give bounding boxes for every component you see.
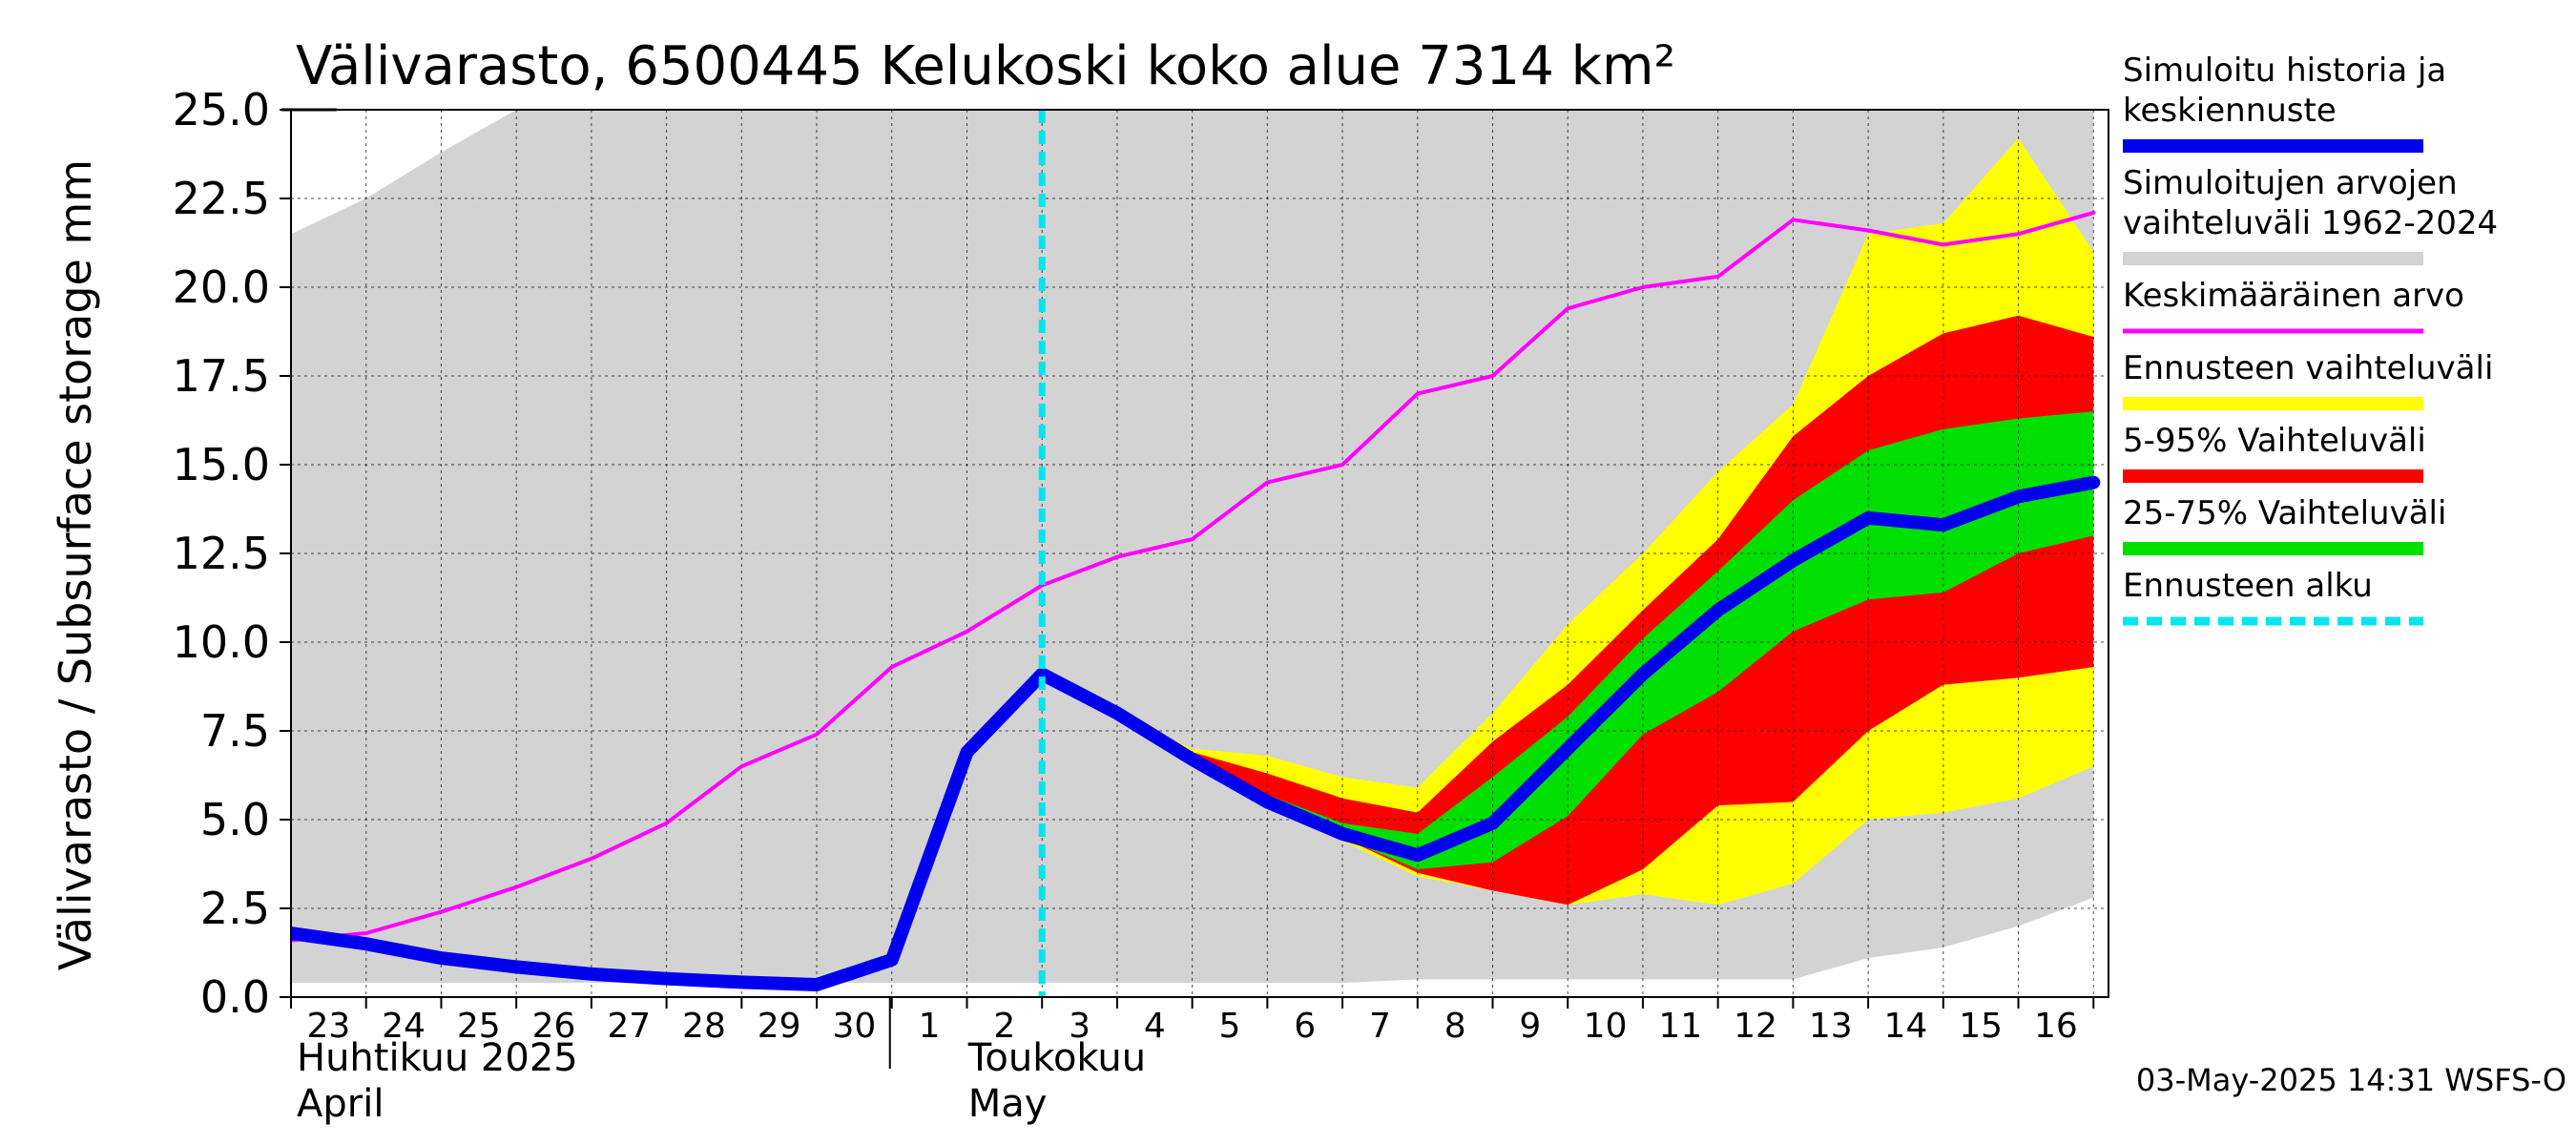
median-forecast-line <box>291 475 2101 991</box>
legend-label: vaihteluväli 1962-2024 <box>2123 204 2498 242</box>
y-tick-label: 10.0 <box>173 616 270 668</box>
y-axis-title: Välivarasto / Subsurface storage mm <box>50 159 101 970</box>
x-tick-label: 29 <box>758 1007 801 1046</box>
y-tick-label: 2.5 <box>200 883 270 934</box>
x-tick-label: 15 <box>1959 1007 2003 1046</box>
grid <box>290 109 2109 998</box>
line-layer <box>291 110 2101 997</box>
x-tick-label: 23 <box>306 1007 350 1046</box>
y-tick-label: 5.0 <box>200 794 270 845</box>
legend-label: 25-75% Vaihteluväli <box>2123 494 2446 532</box>
y-tick-label: 20.0 <box>173 261 270 313</box>
y-tick-label: 12.5 <box>173 528 270 579</box>
legend-label: keskiennuste <box>2123 92 2337 130</box>
x-tick-label: 27 <box>607 1007 651 1046</box>
x-tick-label: 16 <box>2034 1007 2078 1046</box>
legend-label: Keskimääräinen arvo <box>2123 277 2464 315</box>
x-tick-label: 3 <box>1069 1007 1091 1046</box>
legend-item: 25-75% Vaihteluväli <box>2123 494 2446 555</box>
x-tick-label: 30 <box>832 1007 876 1046</box>
y-tick-label: 22.5 <box>173 173 270 224</box>
x-tick-label: 28 <box>682 1007 726 1046</box>
mean-value-line <box>291 210 2096 943</box>
y-axis-labels: 0.0 2.5 5.0 7.5 10.0 12.5 15.0 17.5 20.0 22.5 25.0 <box>173 84 270 1023</box>
legend-label: Ennusteen vaihteluväli <box>2123 349 2493 387</box>
x-tick-label: 1 <box>919 1007 941 1046</box>
y-tick-label: 25.0 <box>173 84 270 135</box>
legend-label: Simuloitu historia ja <box>2123 52 2446 90</box>
x-tick-label: 10 <box>1584 1007 1628 1046</box>
x-tick-label: 2 <box>993 1007 1015 1046</box>
x-tick-label: 9 <box>1519 1007 1541 1046</box>
x-tick-label: 5 <box>1219 1007 1241 1046</box>
y-tick-label: 0.0 <box>200 971 270 1023</box>
chart-title: Välivarasto, 6500445 Kelukoski koko alue… <box>296 35 1675 97</box>
x-tick-label: 6 <box>1294 1007 1316 1046</box>
x-tick-label: 13 <box>1809 1007 1853 1046</box>
legend-item: Keskimääräinen arvo <box>2123 277 2464 334</box>
y-tick-label: 17.5 <box>173 350 270 402</box>
legend-label: Simuloitujen arvojen <box>2123 164 2458 202</box>
x-tick-label: 8 <box>1444 1007 1466 1046</box>
x-tick-label: 14 <box>1884 1007 1928 1046</box>
band-2 <box>1042 315 2094 906</box>
legend-label: 5-95% Vaihteluväli <box>2123 422 2426 460</box>
x-tick-label: 11 <box>1658 1007 1702 1046</box>
legend-item: Ennusteen vaihteluväli <box>2123 349 2493 410</box>
x-tick-label: 26 <box>532 1007 576 1046</box>
month-label-fi: Huhtikuu 2025 <box>297 1036 578 1080</box>
axes <box>280 108 2109 1069</box>
month-label-fi: Toukokuu <box>967 1036 1146 1080</box>
legend-item: 5-95% Vaihteluväli <box>2123 422 2426 483</box>
legend: Simuloitu historia jakeskiennusteSimuloi… <box>2123 52 2498 626</box>
x-tick-label: 12 <box>1734 1007 1777 1046</box>
x-axis-labels: 23 24 25 26 27 28 29 30 1 2 3 4 5 6 7 8 9 10 11 12 13 14 15 16H… <box>297 1007 2078 1126</box>
x-tick-label: 4 <box>1144 1007 1166 1046</box>
x-tick-label: 24 <box>382 1007 426 1046</box>
timestamp: 03-May-2025 14:31 WSFS-O <box>2136 1062 2566 1098</box>
y-tick-label: 15.0 <box>173 439 270 490</box>
band-3 <box>1042 411 2094 870</box>
legend-label: Ennusteen alku <box>2123 567 2373 605</box>
month-label-en: May <box>968 1082 1048 1126</box>
y-tick-label: 7.5 <box>200 705 270 757</box>
legend-item: Ennusteen alku <box>2123 567 2423 626</box>
x-tick-label: 7 <box>1369 1007 1391 1046</box>
month-label-en: April <box>297 1082 384 1126</box>
x-tick-label: 25 <box>457 1007 501 1046</box>
